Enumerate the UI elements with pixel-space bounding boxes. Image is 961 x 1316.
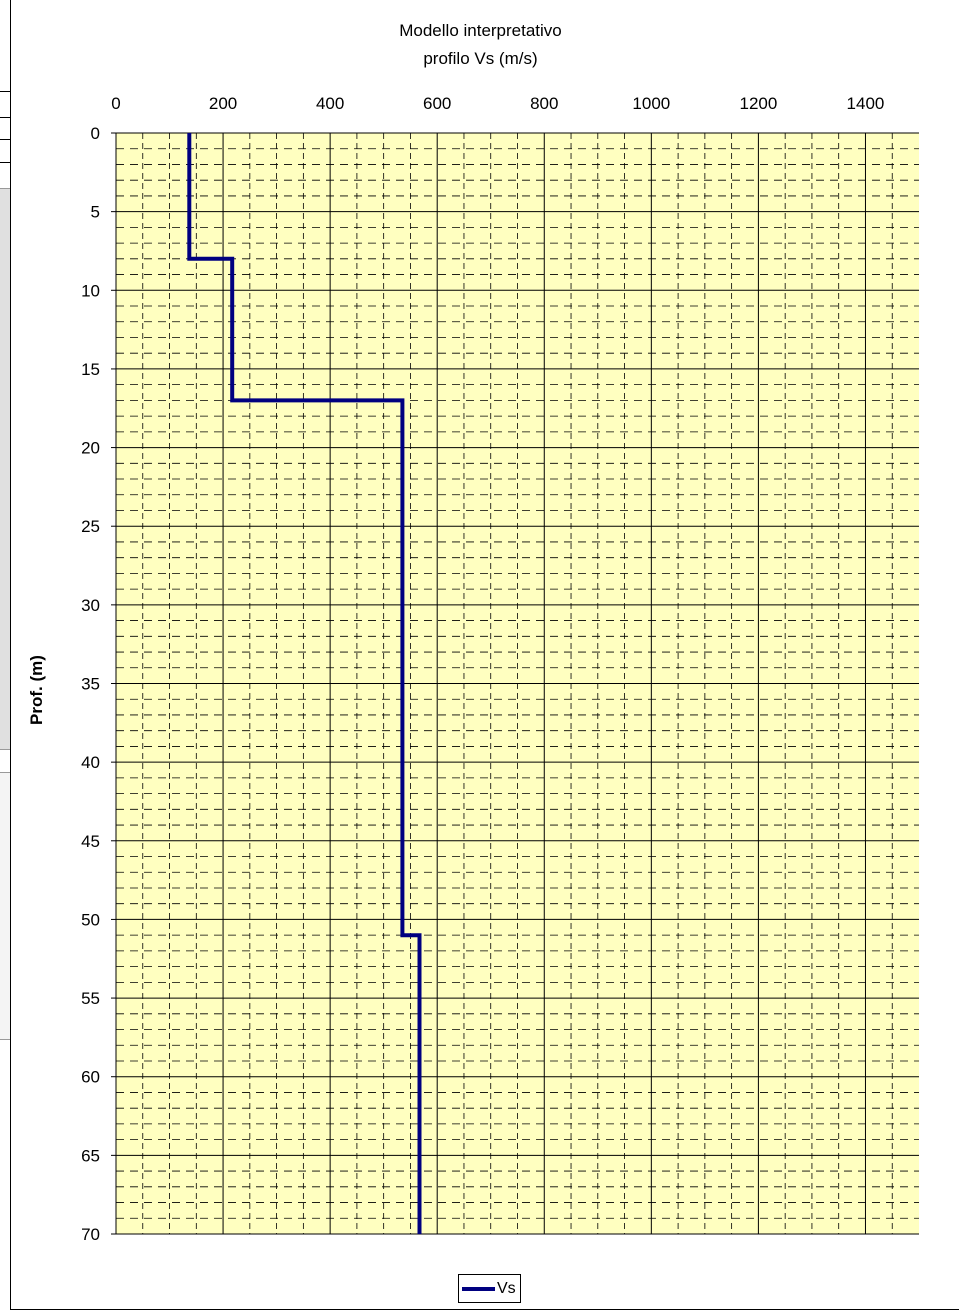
x-tick-label: 0 — [111, 94, 120, 113]
y-tick-label: 55 — [81, 989, 100, 1008]
y-tick-label: 65 — [81, 1146, 100, 1165]
y-tick-label: 20 — [81, 439, 100, 458]
y-tick-label: 70 — [81, 1225, 100, 1244]
x-tick-label: 800 — [530, 94, 558, 113]
chart-area — [10, 0, 959, 1310]
x-tick-label: 400 — [316, 94, 344, 113]
y-tick-label: 5 — [91, 203, 100, 222]
y-tick-label: 30 — [81, 596, 100, 615]
y-tick-label: 50 — [81, 910, 100, 929]
y-tick-label: 40 — [81, 753, 100, 772]
left-edge-fragment — [0, 117, 10, 118]
chart-title: Modello interpretativo — [399, 21, 562, 40]
y-tick-label: 35 — [81, 675, 100, 694]
y-tick-label: 25 — [81, 517, 100, 536]
y-tick-label: 45 — [81, 832, 100, 851]
x-tick-label: 1200 — [739, 94, 777, 113]
left-edge-fragment — [0, 139, 10, 140]
x-tick-label: 1400 — [847, 94, 885, 113]
chart-legend: Vs — [458, 1274, 521, 1303]
legend-swatch-vs — [462, 1286, 495, 1291]
left-edge-panel — [0, 188, 10, 750]
x-tick-label: 200 — [209, 94, 237, 113]
left-edge-fragment — [0, 162, 10, 163]
x-tick-label: 600 — [423, 94, 451, 113]
series-line-vs — [187, 133, 422, 1234]
left-edge-panel — [0, 772, 10, 1040]
y-tick-label: 0 — [91, 124, 100, 143]
y-tick-label: 15 — [81, 360, 100, 379]
y-tick-label: 60 — [81, 1068, 100, 1087]
y-tick-label: 10 — [81, 281, 100, 300]
chart-subtitle: profilo Vs (m/s) — [423, 49, 538, 68]
legend-label-vs: Vs — [497, 1279, 516, 1297]
left-edge-fragment — [0, 91, 10, 92]
x-tick-label: 1000 — [632, 94, 670, 113]
